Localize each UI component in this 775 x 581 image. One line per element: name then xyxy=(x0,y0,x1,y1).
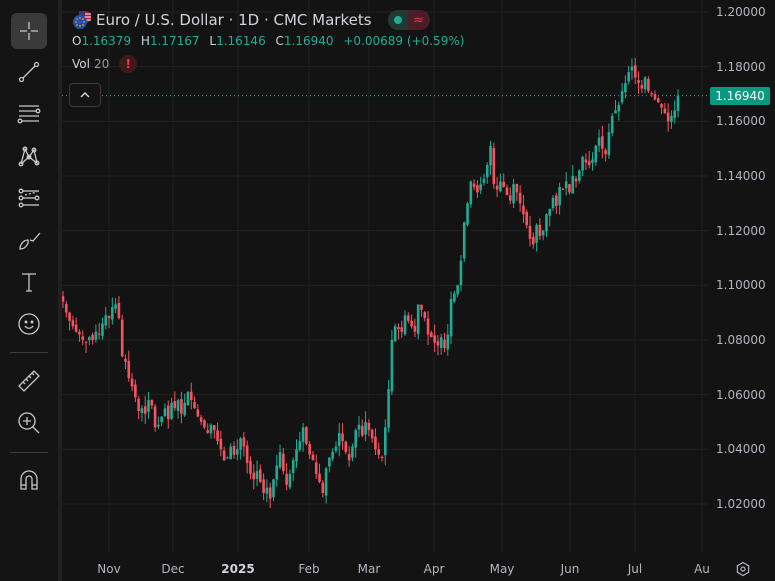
time-tick: Au xyxy=(694,562,710,576)
price-tick: 1.12000 xyxy=(716,223,766,238)
time-tick: 2025 xyxy=(221,562,255,576)
close-value: 1.16940 xyxy=(283,34,334,48)
time-tick: Dec xyxy=(161,562,185,576)
emoji-tool-button[interactable] xyxy=(11,306,47,342)
prediction-tool-button[interactable] xyxy=(11,180,47,216)
time-tick: Apr xyxy=(423,562,445,576)
toolbar-divider xyxy=(10,352,48,353)
chevron-up-icon xyxy=(80,91,90,98)
zoom-in-icon xyxy=(18,412,40,434)
open-value: 1.16379 xyxy=(81,34,132,48)
brush-icon xyxy=(19,232,41,250)
data-delay-icon: ≈ xyxy=(407,10,430,30)
time-tick: Jul xyxy=(627,562,643,576)
fib-retracement-icon xyxy=(17,105,41,124)
time-axis[interactable]: Nov Dec 2025 Feb Mar Apr May Jun Jul Au xyxy=(62,552,775,581)
trend-line-tool-button[interactable] xyxy=(11,54,47,90)
high-label: H xyxy=(140,34,150,48)
last-price-label: 1.16940 xyxy=(710,86,770,105)
price-axis[interactable]: 1.20000 1.18000 1.16000 1.14000 1.12000 1.100… xyxy=(708,0,775,552)
high-value: 1.17167 xyxy=(149,34,200,48)
time-tick: Feb xyxy=(298,562,320,576)
price-tick: 1.06000 xyxy=(716,387,766,402)
trend-line-icon xyxy=(18,61,40,83)
drawing-toolbar xyxy=(0,0,62,581)
time-tick: Jun xyxy=(560,562,580,576)
brush-tool-button[interactable] xyxy=(11,222,47,258)
price-tick: 1.04000 xyxy=(716,442,766,457)
symbol-title[interactable]: Euro / U.S. Dollar · 1D · CMC Markets xyxy=(96,11,372,29)
change-value: +0.00689 (+0.59%) xyxy=(343,34,465,48)
ruler-icon xyxy=(18,370,40,392)
text-tool-button[interactable] xyxy=(11,264,47,300)
open-label: O xyxy=(72,34,82,48)
magnet-tool-button[interactable] xyxy=(11,462,47,498)
price-tick: 1.20000 xyxy=(716,5,766,19)
volume-label: Vol xyxy=(72,57,90,71)
settings-icon xyxy=(736,561,750,577)
toolbar-divider xyxy=(10,452,48,453)
ruler-tool-button[interactable] xyxy=(11,363,47,399)
close-label: C xyxy=(275,34,284,48)
price-tick: 1.18000 xyxy=(716,59,766,74)
fib-retracement-tool-button[interactable] xyxy=(11,96,47,132)
time-tick: Mar xyxy=(357,562,381,576)
volume-indicator[interactable]: Vol 20 ! xyxy=(72,55,470,73)
price-tick: 1.10000 xyxy=(716,278,766,293)
price-tick: 1.08000 xyxy=(716,332,766,347)
candlestick-series xyxy=(62,57,680,509)
eur-usd-flag-icon xyxy=(72,10,92,30)
text-icon xyxy=(22,273,36,292)
time-tick: Nov xyxy=(97,562,121,576)
price-tick: 1.02000 xyxy=(716,496,766,511)
crosshair-icon xyxy=(20,22,38,40)
zoom-in-tool-button[interactable] xyxy=(11,405,47,441)
low-label: L xyxy=(209,34,217,48)
collapse-legend-button[interactable] xyxy=(69,83,101,107)
crosshair-tool-button[interactable] xyxy=(11,13,47,49)
price-tick: 1.16000 xyxy=(716,114,766,129)
time-tick: May xyxy=(489,562,515,576)
ohlc-values: O1.16379 H1.17167 L1.16146 C1.16940 +0.0… xyxy=(72,34,470,48)
chart-grid xyxy=(62,0,708,552)
market-open-dot-icon xyxy=(387,10,408,30)
emoji-icon xyxy=(18,313,40,335)
magnet-icon xyxy=(20,470,38,490)
price-tick: 1.14000 xyxy=(716,168,766,183)
volume-length: 20 xyxy=(93,57,110,71)
market-status-pill[interactable]: ≈ xyxy=(387,10,430,30)
price-chart-canvas[interactable] xyxy=(62,0,708,552)
chart-settings-button[interactable] xyxy=(735,561,751,577)
prediction-icon xyxy=(18,188,40,208)
chart-legend: Euro / U.S. Dollar · 1D · CMC Markets ≈ … xyxy=(72,9,470,73)
warning-icon[interactable]: ! xyxy=(119,55,138,73)
pattern-icon xyxy=(18,146,40,167)
pattern-tool-button[interactable] xyxy=(11,138,47,174)
low-value: 1.16146 xyxy=(216,34,266,48)
